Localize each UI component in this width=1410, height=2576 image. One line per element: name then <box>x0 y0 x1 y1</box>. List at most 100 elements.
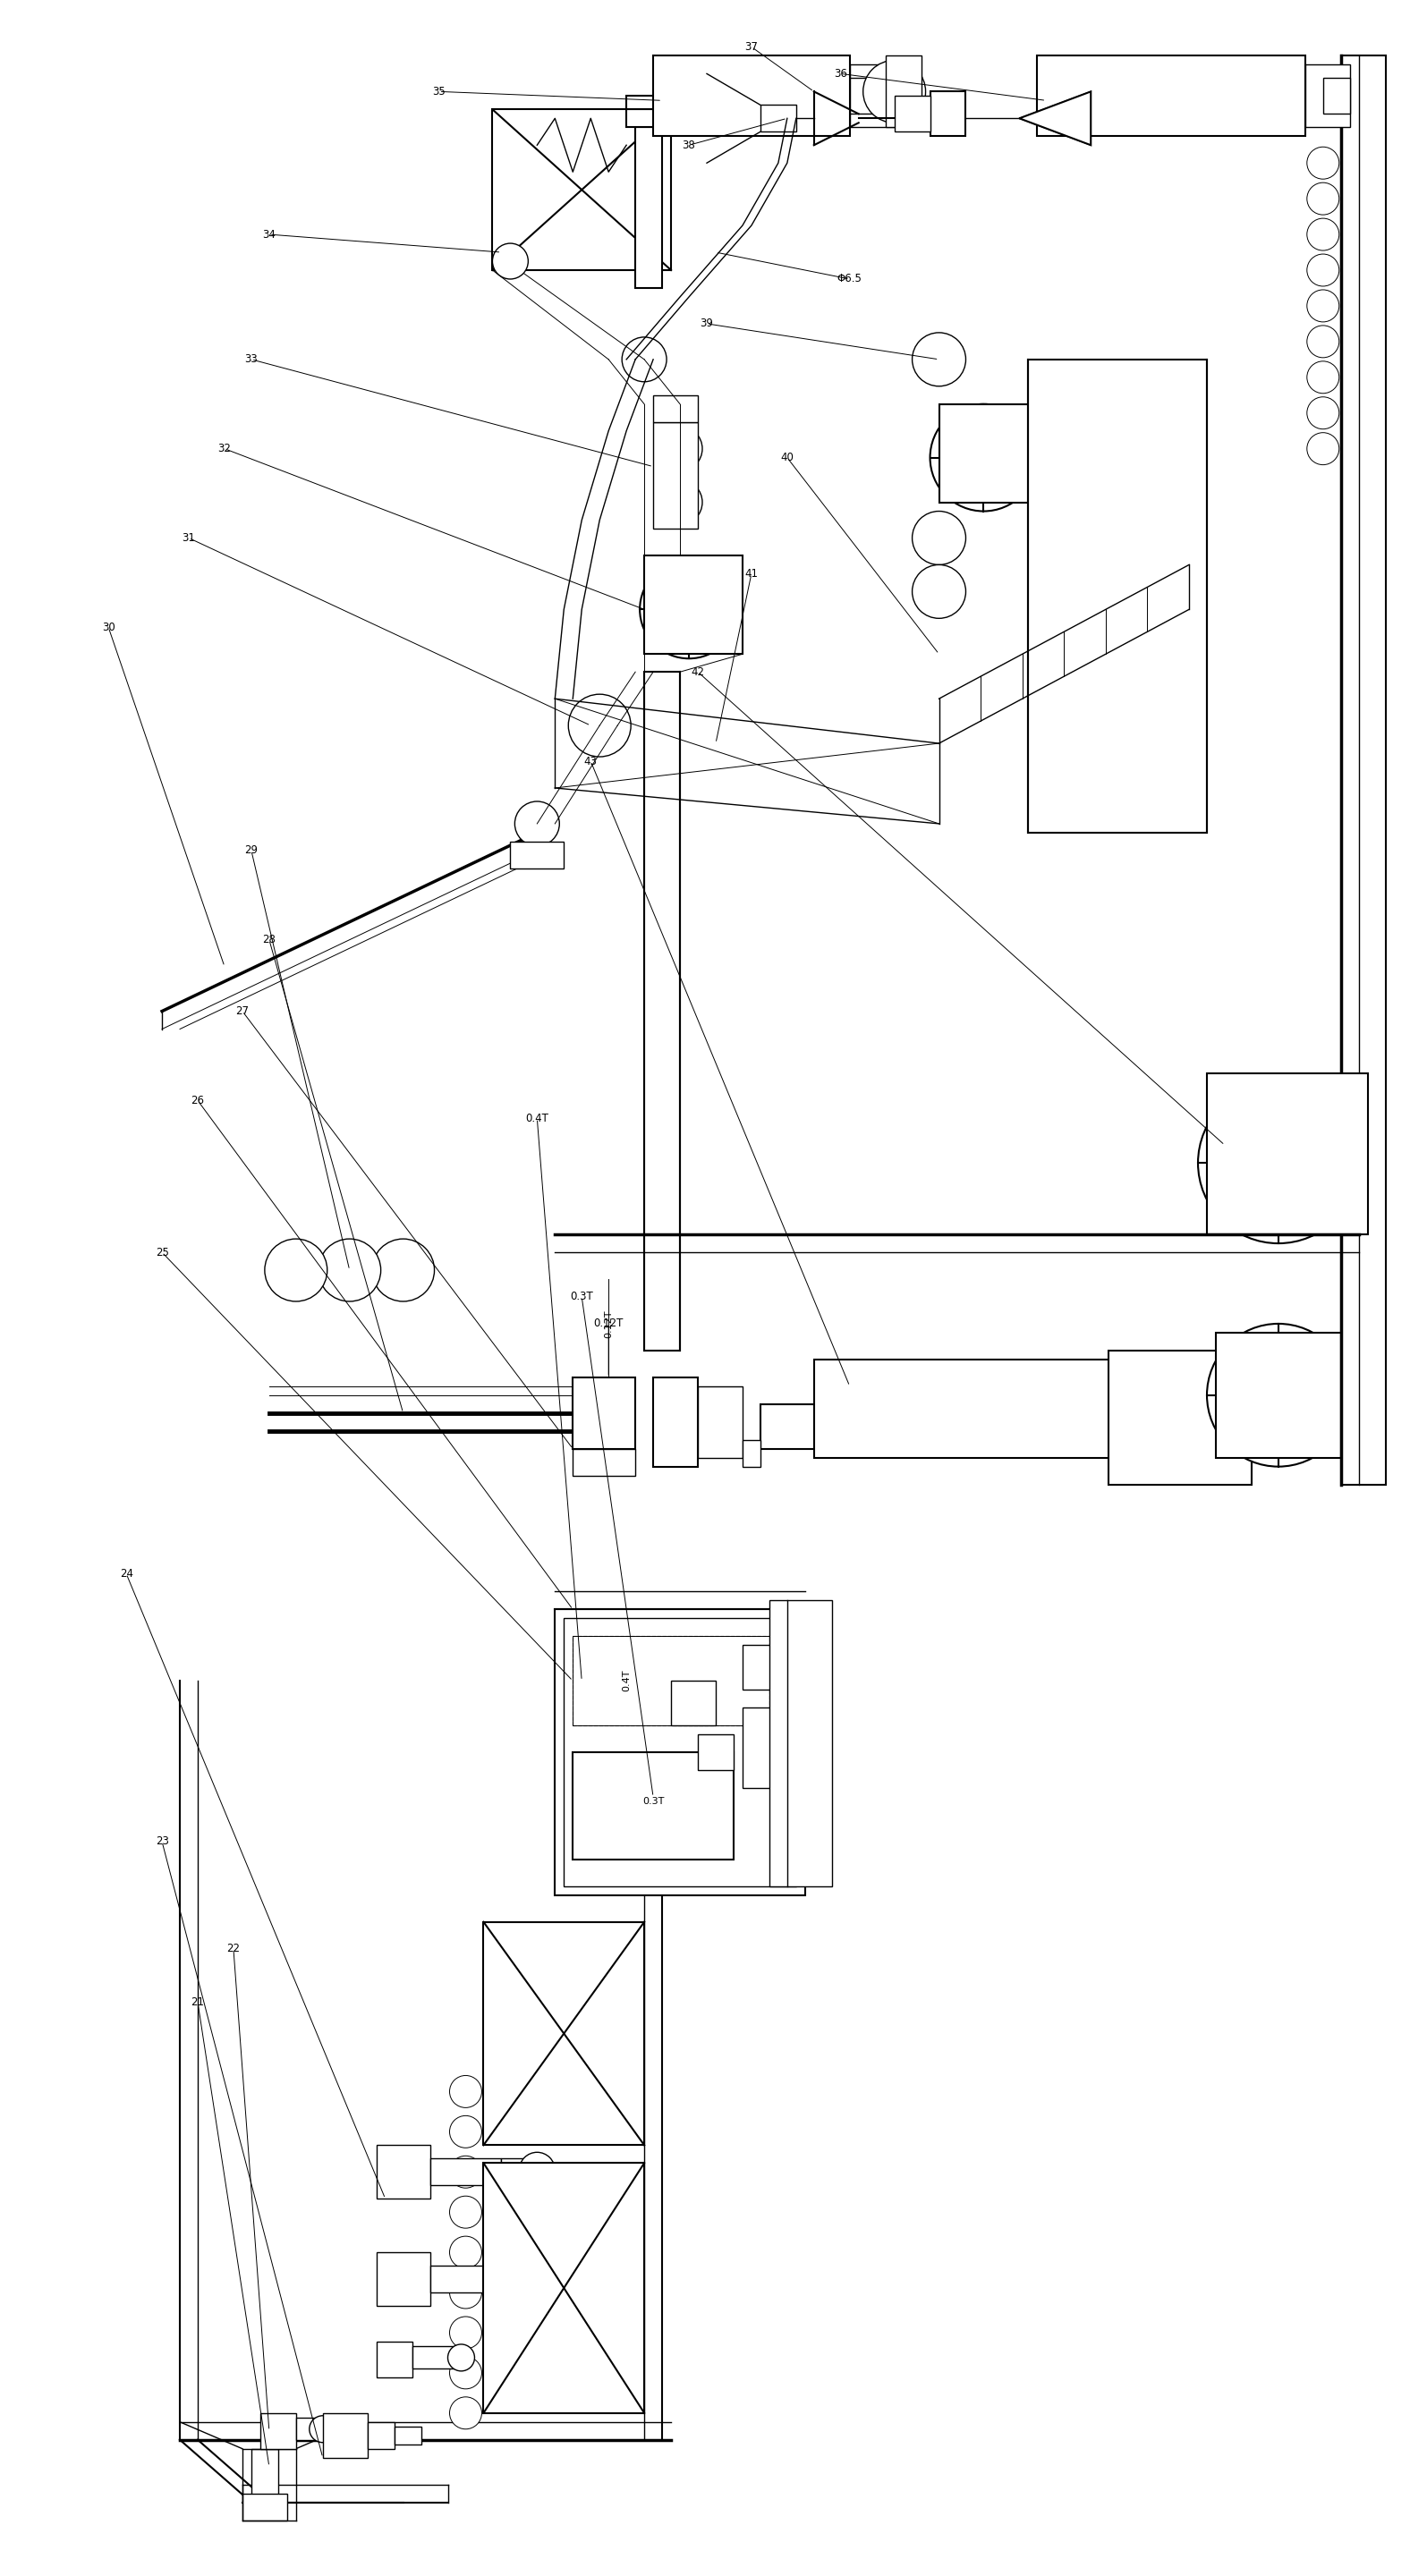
Circle shape <box>863 59 925 124</box>
Bar <box>694 57 711 126</box>
Bar <box>323 2414 368 2458</box>
Circle shape <box>450 2197 482 2228</box>
Circle shape <box>1079 1376 1100 1396</box>
Bar <box>850 77 877 113</box>
Bar <box>1055 57 1076 126</box>
Bar <box>653 57 850 137</box>
Circle shape <box>964 1419 986 1443</box>
Bar <box>1207 1074 1368 1234</box>
Circle shape <box>1079 1419 1100 1443</box>
Circle shape <box>878 1376 900 1396</box>
Circle shape <box>1200 1370 1232 1401</box>
Bar <box>484 1922 644 2146</box>
Circle shape <box>309 2416 336 2442</box>
Text: 31: 31 <box>182 533 196 544</box>
Bar <box>376 2342 412 2378</box>
Bar <box>572 1378 636 1448</box>
Circle shape <box>519 2259 556 2295</box>
Circle shape <box>1307 183 1340 214</box>
Circle shape <box>1307 397 1340 430</box>
Bar <box>1230 57 1252 126</box>
Bar <box>376 2146 430 2200</box>
Bar <box>671 57 689 126</box>
Circle shape <box>1307 255 1340 286</box>
Bar <box>251 2450 278 2501</box>
Bar <box>243 2494 288 2519</box>
Circle shape <box>450 2115 482 2148</box>
Text: 22: 22 <box>227 1942 240 1955</box>
Text: 37: 37 <box>744 41 759 52</box>
Bar <box>814 1360 1135 1458</box>
Text: 43: 43 <box>584 755 598 768</box>
Bar <box>828 57 845 126</box>
Bar <box>653 1378 698 1466</box>
Circle shape <box>878 1419 900 1443</box>
Circle shape <box>450 2357 482 2388</box>
Circle shape <box>993 1419 1014 1443</box>
Circle shape <box>907 1376 928 1396</box>
Circle shape <box>935 1376 957 1396</box>
Circle shape <box>912 564 966 618</box>
Bar <box>1255 57 1276 126</box>
Bar <box>716 57 733 126</box>
Bar <box>1215 1332 1341 1458</box>
Circle shape <box>993 1376 1014 1396</box>
Circle shape <box>1120 1370 1152 1401</box>
Bar <box>1323 77 1349 113</box>
Circle shape <box>265 1239 327 1301</box>
Bar <box>805 57 823 126</box>
Bar <box>671 1682 716 1726</box>
Bar <box>1028 361 1207 832</box>
Circle shape <box>1198 1082 1359 1244</box>
Bar <box>644 556 743 654</box>
Bar <box>572 1448 636 1476</box>
Bar <box>1306 64 1349 126</box>
Text: 33: 33 <box>245 353 258 366</box>
Bar <box>698 1734 733 1770</box>
Circle shape <box>515 801 560 845</box>
Bar <box>376 2251 430 2306</box>
Text: 32: 32 <box>219 443 231 453</box>
Bar <box>770 1600 832 1886</box>
Bar <box>743 1440 760 1466</box>
Bar <box>939 404 1038 502</box>
Bar <box>502 2267 537 2287</box>
Bar <box>1206 57 1227 126</box>
Bar <box>510 842 564 868</box>
Text: 27: 27 <box>235 1005 250 1018</box>
Circle shape <box>931 404 1038 510</box>
Bar <box>737 57 756 126</box>
Text: 36: 36 <box>835 67 847 80</box>
Circle shape <box>1021 1376 1042 1396</box>
Text: 25: 25 <box>155 1247 169 1257</box>
Circle shape <box>850 1419 871 1443</box>
Circle shape <box>912 510 966 564</box>
Bar <box>644 672 680 1350</box>
Bar <box>296 2416 323 2439</box>
Circle shape <box>450 2277 482 2308</box>
Bar <box>368 2421 395 2450</box>
Circle shape <box>450 2076 482 2107</box>
Bar <box>395 2427 422 2445</box>
Text: 41: 41 <box>744 567 759 580</box>
Circle shape <box>450 2156 482 2187</box>
Bar <box>1341 57 1386 1484</box>
Circle shape <box>1200 1432 1232 1466</box>
Bar <box>760 57 778 126</box>
Circle shape <box>622 337 667 381</box>
Circle shape <box>640 562 737 659</box>
Text: 42: 42 <box>691 667 705 677</box>
Circle shape <box>372 1239 434 1301</box>
Text: 24: 24 <box>120 1569 133 1579</box>
Text: 28: 28 <box>262 935 276 945</box>
Circle shape <box>964 1376 986 1396</box>
Circle shape <box>492 242 529 278</box>
Circle shape <box>1021 1419 1042 1443</box>
Text: 26: 26 <box>190 1095 204 1105</box>
Bar <box>556 1610 805 1896</box>
Text: 0.3T: 0.3T <box>570 1291 594 1303</box>
Bar <box>931 93 966 137</box>
Text: 40: 40 <box>781 451 794 464</box>
Text: 23: 23 <box>155 1837 169 1847</box>
Bar <box>492 108 671 270</box>
